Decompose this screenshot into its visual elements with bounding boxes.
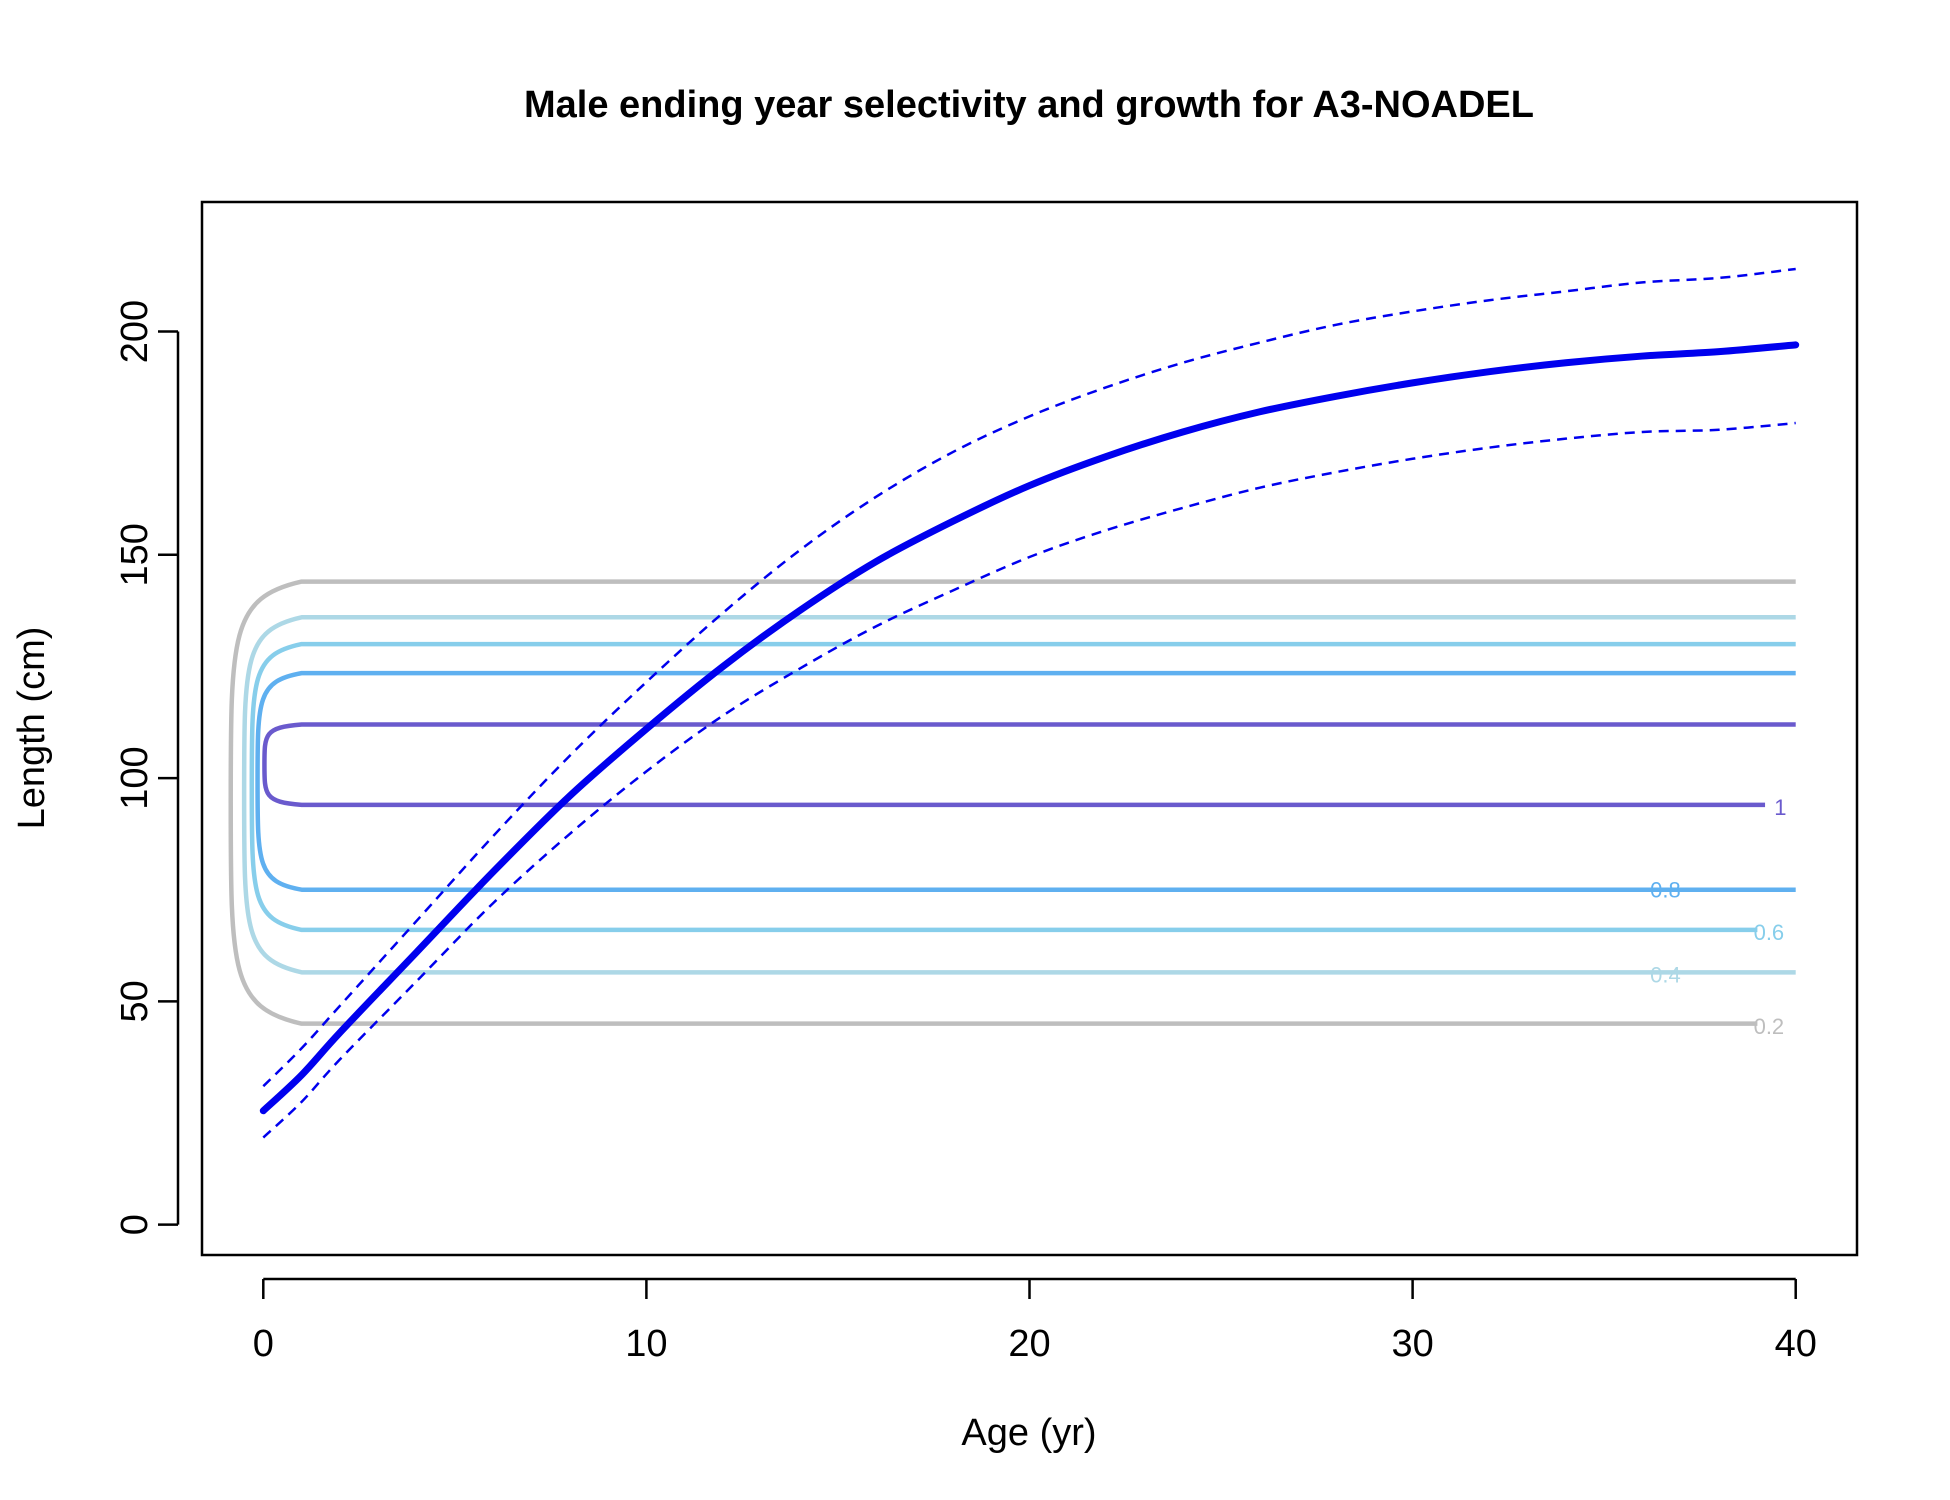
contour-line-1	[262, 722, 1796, 808]
y-tick-label: 200	[114, 300, 156, 363]
growth-mean-line	[259, 341, 1800, 1115]
x-tick-label: 0	[253, 1323, 274, 1365]
chart-title: Male ending year selectivity and growth …	[524, 84, 1534, 126]
y-axis-label: Length (cm)	[11, 627, 53, 830]
contour-label-0-2: 0.2	[1754, 1014, 1785, 1039]
x-axis: 0 10 20 30 40	[253, 1277, 1817, 1365]
x-axis-label: Age (yr)	[961, 1412, 1096, 1454]
contour-label-0-8: 0.8	[1650, 878, 1681, 903]
contour-line-0-2	[228, 579, 1796, 1026]
plot-frame	[200, 200, 1859, 1257]
y-tick-label: 0	[114, 1214, 156, 1235]
growth-lower-interval	[262, 421, 1796, 1139]
x-tick-label: 10	[625, 1323, 667, 1365]
contour-line-0-6	[249, 641, 1796, 933]
growth-curves	[259, 267, 1800, 1139]
selectivity-contours	[228, 579, 1796, 1026]
y-tick-label: 100	[114, 746, 156, 809]
contour-line-0-4	[241, 615, 1796, 975]
x-tick-label: 20	[1008, 1323, 1050, 1365]
contour-label-1: 1	[1774, 795, 1786, 820]
contour-labels: 1 0.8 0.6 0.4 0.2	[1650, 795, 1786, 1039]
y-axis: 0 50 100 150 200	[114, 300, 180, 1235]
y-tick-label: 50	[114, 980, 156, 1022]
contour-line-0-8	[255, 670, 1796, 892]
growth-upper-interval	[262, 267, 1796, 1088]
contour-label-0-4: 0.4	[1650, 963, 1681, 988]
x-tick-label: 40	[1775, 1323, 1817, 1365]
y-tick-label: 150	[114, 523, 156, 586]
x-tick-label: 30	[1391, 1323, 1433, 1365]
contour-label-0-6: 0.6	[1754, 920, 1785, 945]
